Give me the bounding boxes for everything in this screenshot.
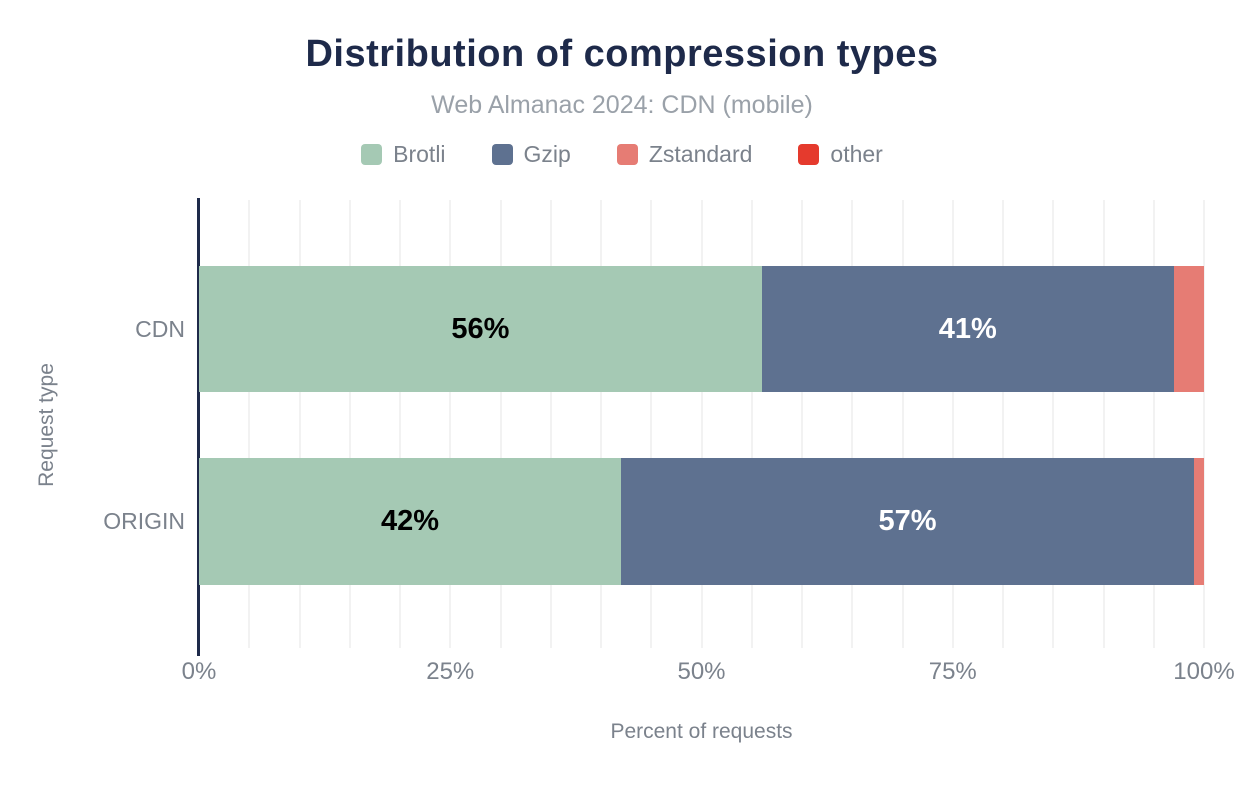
legend-label-other: other <box>830 141 883 167</box>
bar-cdn: 56% 41% <box>199 266 1204 392</box>
gridline-50 <box>700 200 703 648</box>
x-tick-100: 100% <box>1173 658 1235 685</box>
gridline-35 <box>549 200 552 648</box>
plot-area: 56% 41% 42% 57% CDN ORIGIN 0% 25% 50% 75% 100% <box>103 198 1235 685</box>
gridline-60 <box>801 200 803 648</box>
bar-segment-origin-brotli: 42% <box>199 458 622 585</box>
bar-segment-origin-zstandard <box>1193 458 1204 585</box>
x-tick-75: 75% <box>928 658 977 685</box>
x-tick-50: 50% <box>677 658 726 685</box>
value-label-cdn-gzip: 41% <box>938 312 997 345</box>
x-tick-0: 0% <box>181 658 217 685</box>
y-axis-title: Request type <box>35 363 58 487</box>
bar-segment-cdn-brotli: 56% <box>199 266 762 392</box>
gridline-85 <box>1052 200 1055 648</box>
bar-origin: 42% 57% <box>199 458 1204 585</box>
legend-item-gzip[interactable]: Gzip <box>491 141 571 168</box>
gridline-20 <box>399 200 401 648</box>
category-label-origin: ORIGIN <box>103 508 185 534</box>
category-label-cdn: CDN <box>135 315 185 342</box>
legend-swatch-zstandard-icon <box>616 144 638 165</box>
gridline-95 <box>1152 200 1155 648</box>
gridline-75 <box>951 200 954 648</box>
gridline-80 <box>1002 200 1004 648</box>
legend-label-gzip: Gzip <box>523 141 571 167</box>
legend-item-other[interactable]: other <box>798 141 883 168</box>
gridline-90 <box>1102 200 1105 648</box>
gridline-5 <box>248 200 251 648</box>
legend-item-zstandard[interactable]: Zstandard <box>616 141 753 168</box>
gridline-45 <box>650 200 653 648</box>
x-axis-title: Percent of requests <box>610 720 793 743</box>
legend-swatch-gzip-icon <box>491 144 513 165</box>
bar-segment-cdn-zstandard <box>1173 266 1204 392</box>
gridline-65 <box>851 200 854 648</box>
chart-title: Distribution of compression types <box>305 33 939 75</box>
gridline-55 <box>750 200 753 648</box>
bar-segment-origin-gzip: 57% <box>621 458 1194 585</box>
gridline-10 <box>298 200 301 648</box>
gridline-15 <box>348 200 351 648</box>
gridline-70 <box>901 200 904 648</box>
legend-swatch-other-icon <box>798 144 820 165</box>
value-label-origin-brotli: 42% <box>381 505 440 537</box>
y-axis-line <box>197 198 200 656</box>
legend-item-brotli[interactable]: Brotli <box>361 141 446 168</box>
gridline-100 <box>1203 200 1205 648</box>
legend: Brotli Gzip Zstandard other <box>0 141 1244 168</box>
gridline-30 <box>499 200 502 648</box>
legend-label-zstandard: Zstandard <box>648 141 753 167</box>
bar-segment-cdn-gzip: 41% <box>761 266 1174 392</box>
legend-label-brotli: Brotli <box>393 141 446 167</box>
chart-subtitle: Web Almanac 2024: CDN (mobile) <box>431 91 813 119</box>
value-label-origin-gzip: 57% <box>878 505 937 537</box>
x-tick-25: 25% <box>426 658 475 685</box>
gridline-25 <box>449 200 452 648</box>
legend-swatch-brotli-icon <box>361 144 383 165</box>
value-label-cdn-brotli: 56% <box>451 312 510 345</box>
gridline-40 <box>600 200 602 648</box>
